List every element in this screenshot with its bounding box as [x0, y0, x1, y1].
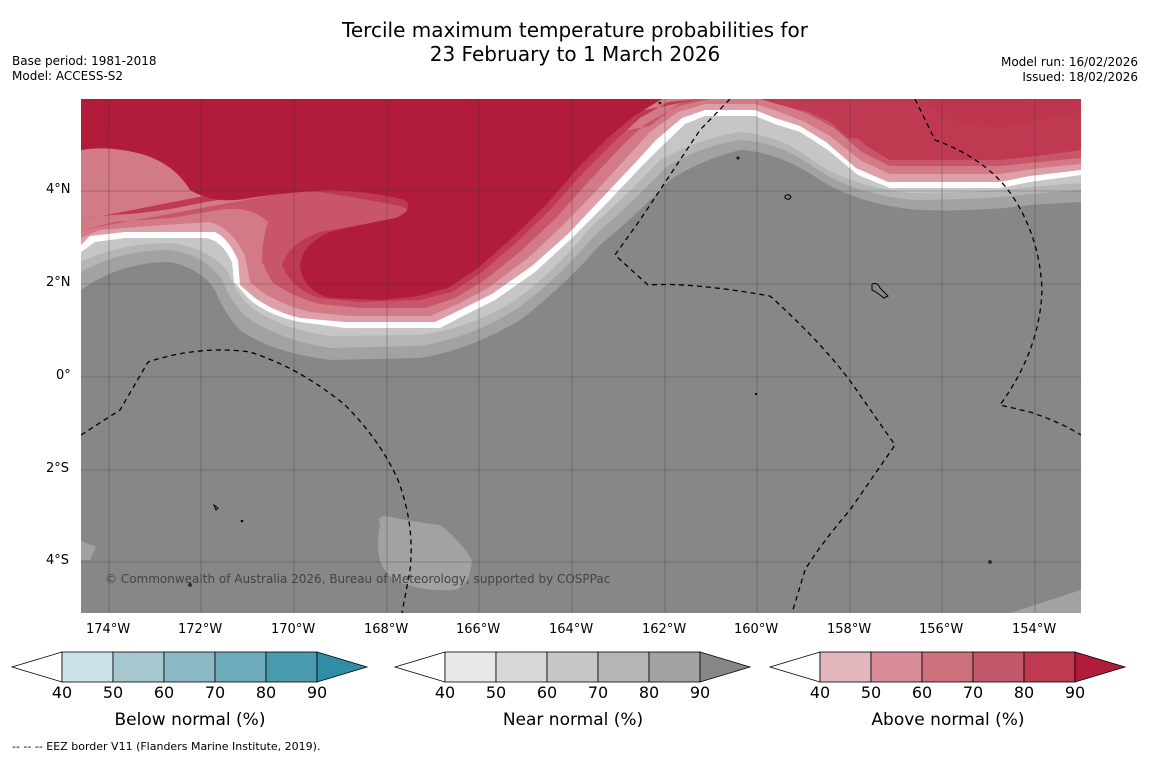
- meta-right: Model run: 16/02/2026 Issued: 18/02/2026: [1001, 55, 1138, 85]
- colorbar-segment: [597, 651, 650, 683]
- title-line-1: Tercile maximum temperature probabilitie…: [342, 18, 808, 42]
- lat-label-0: 0°: [56, 368, 71, 383]
- base-period: Base period: 1981-2018: [12, 54, 157, 68]
- near-normal-80-corner: [1010, 590, 1081, 613]
- grid-lines: [81, 99, 1081, 613]
- lon-label-170w: 170°W: [271, 622, 316, 637]
- colorbar-near-normal: 40 50 60 70 80 90 Near normal (%): [393, 650, 753, 760]
- colorbar-tick-label: 50: [486, 683, 506, 702]
- colorbar-tick-label: 70: [588, 683, 608, 702]
- colorbar-segment: [265, 651, 318, 683]
- colorbar-arrow-high: [1074, 651, 1127, 683]
- colorbar-arrow-high: [699, 651, 752, 683]
- map-title: Tercile maximum temperature probabilitie…: [0, 18, 1150, 66]
- lat-label-4s: 4°S: [46, 553, 70, 568]
- colorbar-segment: [495, 651, 548, 683]
- eez-borders: [81, 99, 1081, 613]
- lon-label-172w: 172°W: [178, 622, 223, 637]
- above-normal-90: [81, 99, 662, 300]
- colorbar-tick-label: 50: [103, 683, 123, 702]
- colorbar-tick-label: 70: [963, 683, 983, 702]
- colorbar-below-title: Below normal (%): [114, 710, 266, 730]
- colorbar-segment: [61, 651, 114, 683]
- colorbar-arrow-low: [393, 651, 446, 683]
- colorbar-tick-label: 40: [810, 683, 830, 702]
- lon-label-160w: 160°W: [734, 622, 779, 637]
- islands: [188, 101, 992, 587]
- lat-label-4n: 4°N: [46, 182, 71, 197]
- model-name: Model: ACCESS-S2: [12, 69, 124, 83]
- above-normal-90-top: [660, 99, 1081, 150]
- colorbar-segment: [972, 651, 1025, 683]
- colorbar-arrow-low: [768, 651, 821, 683]
- colorbar-segment: [648, 651, 701, 683]
- colorbar-arrow-low: [10, 651, 63, 683]
- copyright-notice: © Commonwealth of Australia 2026, Bureau…: [105, 572, 611, 586]
- colorbar-segment: [921, 651, 974, 683]
- colorbar-tick-label: 60: [537, 683, 557, 702]
- colorbar-segment: [546, 651, 599, 683]
- colorbar-above-svg: 40 50 60 70 80 90: [768, 651, 1127, 702]
- lon-label-156w: 156°W: [919, 622, 964, 637]
- colorbar-segment: [819, 651, 872, 683]
- colorbar-segment: [163, 651, 216, 683]
- colorbar-tick-label: 70: [205, 683, 225, 702]
- colorbar-tick-label: 90: [1065, 683, 1085, 702]
- colorbar-below-svg: 40 50 60 70 80 90: [10, 651, 369, 702]
- colorbar-tick-label: 80: [639, 683, 659, 702]
- colorbar-arrow-high: [316, 651, 369, 683]
- colorbar-tick-label: 60: [912, 683, 932, 702]
- lon-label-162w: 162°W: [642, 622, 687, 637]
- colorbar-segment: [444, 651, 497, 683]
- colorbar-segment: [870, 651, 923, 683]
- colorbar-tick-label: 50: [861, 683, 881, 702]
- colorbar-tick-label: 60: [154, 683, 174, 702]
- lat-label-2s: 2°S: [46, 461, 70, 476]
- near-normal-80-edge: [81, 540, 96, 560]
- colorbar-segment: [1023, 651, 1076, 683]
- colorbar-tick-label: 80: [256, 683, 276, 702]
- lon-label-158w: 158°W: [827, 622, 872, 637]
- colorbar-tick-label: 90: [690, 683, 710, 702]
- near-normal-80-blob: [377, 516, 472, 591]
- lon-label-168w: 168°W: [364, 622, 409, 637]
- colorbar-segment: [112, 651, 165, 683]
- colorbar-tick-label: 40: [52, 683, 72, 702]
- lat-label-2n: 2°N: [46, 275, 71, 290]
- colorbar-tick-label: 40: [435, 683, 455, 702]
- model-run: Model run: 16/02/2026: [1000, 55, 1138, 69]
- colorbar-near-title: Near normal (%): [502, 710, 644, 730]
- lon-label-166w: 166°W: [456, 622, 501, 637]
- colorbar-tick-label: 80: [1014, 683, 1034, 702]
- issued-date: Issued: 18/02/2026: [1022, 70, 1138, 84]
- lon-label-164w: 164°W: [549, 622, 594, 637]
- title-line-2: 23 February to 1 March 2026: [429, 42, 721, 66]
- probability-map: [81, 99, 1081, 613]
- colorbar-above-title: Above normal (%): [871, 710, 1025, 730]
- eez-footnote: -- -- -- EEZ border V11 (Flanders Marine…: [12, 740, 321, 753]
- colorbar-segment: [214, 651, 267, 683]
- colorbar-below-normal: 40 50 60 70 80 90 Below normal (%): [10, 650, 370, 760]
- colorbar-near-svg: 40 50 60 70 80 90: [393, 651, 752, 702]
- lon-label-174w: 174°W: [86, 622, 131, 637]
- lon-label-154w: 154°W: [1012, 622, 1057, 637]
- colorbar-tick-label: 90: [307, 683, 327, 702]
- meta-left: Base period: 1981-2018 Model: ACCESS-S2: [12, 54, 157, 84]
- colorbar-above-normal: 40 50 60 70 80 90 Above normal (%): [768, 650, 1128, 760]
